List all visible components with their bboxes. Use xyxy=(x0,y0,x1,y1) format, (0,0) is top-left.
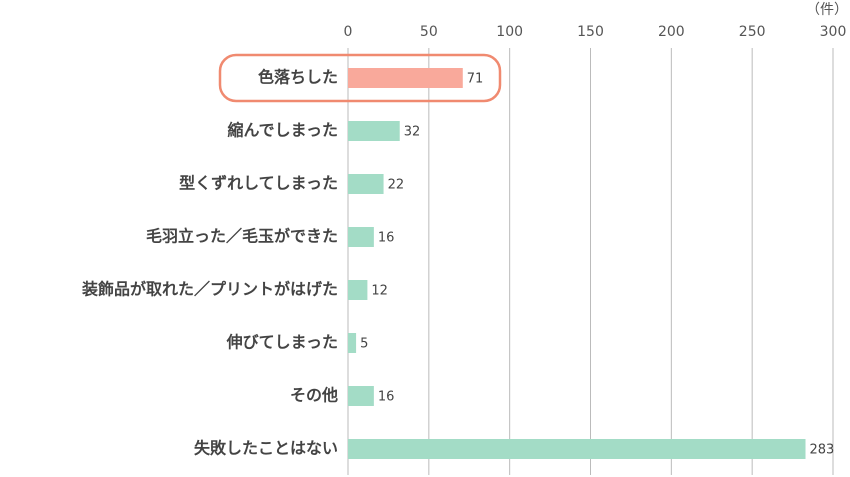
unit-label: （件） xyxy=(806,2,848,18)
bar xyxy=(348,227,374,247)
bar xyxy=(348,121,400,141)
value-label: 71 xyxy=(467,72,484,87)
value-label: 12 xyxy=(371,284,388,299)
bar xyxy=(348,386,374,406)
bar xyxy=(348,68,463,88)
x-tick-label: 150 xyxy=(577,24,604,40)
value-label: 16 xyxy=(378,231,395,246)
x-tick-label: 250 xyxy=(739,24,766,40)
x-tick-label: 50 xyxy=(420,24,438,40)
category-label: 装飾品が取れた／プリントがはげた xyxy=(81,280,338,299)
category-label: 色落ちした xyxy=(258,68,338,87)
value-label: 283 xyxy=(810,443,835,458)
value-label: 32 xyxy=(404,125,421,140)
value-label: 16 xyxy=(378,390,395,405)
bar xyxy=(348,439,806,459)
value-label: 5 xyxy=(360,337,368,352)
x-tick-label: 0 xyxy=(344,24,353,40)
bar xyxy=(348,174,384,194)
highlight-frame xyxy=(218,53,502,103)
category-label: 型くずれしてしまった xyxy=(179,174,338,193)
category-label: その他 xyxy=(290,386,338,405)
value-label: 22 xyxy=(388,178,405,193)
category-label: 伸びてしまった xyxy=(226,333,338,352)
category-label: 失敗したことはない xyxy=(194,439,338,458)
bar xyxy=(348,280,368,300)
category-label: 毛羽立った／毛玉ができた xyxy=(146,227,338,246)
bar xyxy=(348,333,357,353)
category-label: 縮んでしまった xyxy=(227,121,338,140)
x-tick-label: 300 xyxy=(820,24,847,40)
x-tick-label: 200 xyxy=(658,24,685,40)
x-tick-label: 100 xyxy=(496,24,523,40)
